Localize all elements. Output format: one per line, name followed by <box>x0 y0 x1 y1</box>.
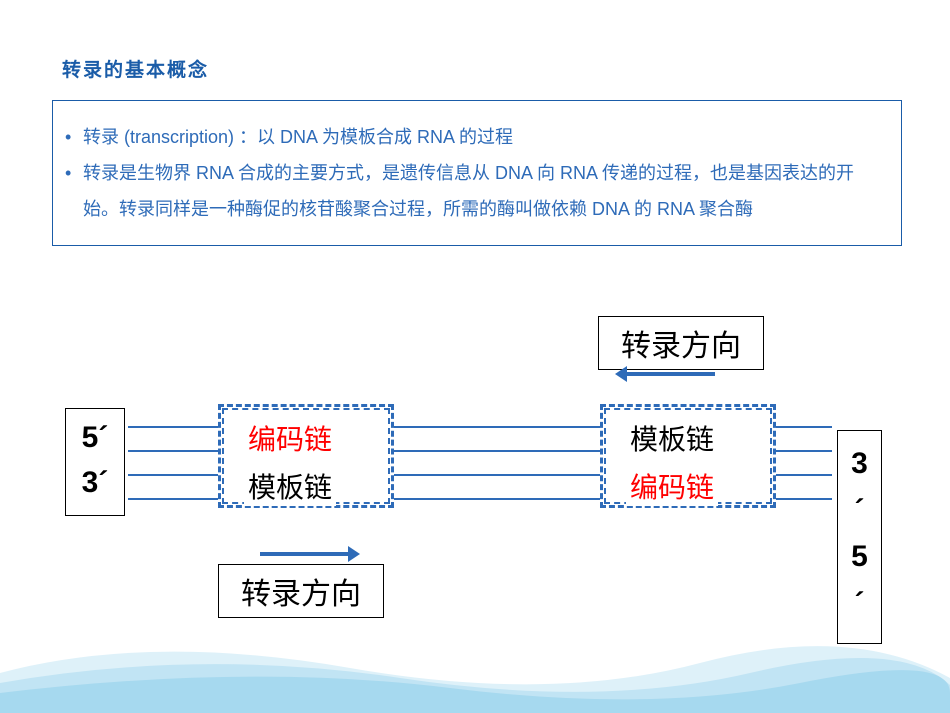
direction-label-bottom: 转录方向 <box>218 564 384 618</box>
label-right-template: 模板链 <box>626 418 718 458</box>
label-left-coding: 编码链 <box>244 418 336 458</box>
direction-label-top: 转录方向 <box>598 316 764 370</box>
end-right-prime1: ´ <box>838 488 881 535</box>
bullet-2: • 转录是生物界 RNA 合成的主要方式，是遗传信息从 DNA 向 RNA 传递… <box>65 155 881 227</box>
end-left-5prime: 5´ <box>66 415 124 460</box>
label-right-coding: 编码链 <box>626 466 718 506</box>
end-box-left: 5´ 3´ <box>65 408 125 516</box>
end-right-3: 3 <box>838 441 881 488</box>
end-right-prime2: ´ <box>838 581 881 628</box>
bullet-1: • 转录 (transcription) ：以 DNA 为模板合成 RNA 的过… <box>65 119 881 155</box>
bullet-dot: • <box>65 119 83 155</box>
bullet-2-text: 转录是生物界 RNA 合成的主要方式，是遗传信息从 DNA 向 RNA 传递的过… <box>83 155 881 227</box>
label-left-template: 模板链 <box>244 466 336 506</box>
wave-decoration <box>0 623 950 713</box>
info-box: • 转录 (transcription) ：以 DNA 为模板合成 RNA 的过… <box>52 100 902 246</box>
arrow-top-left <box>625 372 715 376</box>
bullet-1-text: 转录 (transcription) ：以 DNA 为模板合成 RNA 的过程 <box>83 119 881 155</box>
end-box-right: 3 ´ 5 ´ <box>837 430 882 644</box>
arrow-bottom-right <box>260 552 350 556</box>
bullet-dot: • <box>65 155 83 191</box>
end-right-5: 5 <box>838 534 881 581</box>
page-title: 转录的基本概念 <box>62 55 209 82</box>
end-left-3prime: 3´ <box>66 460 124 505</box>
